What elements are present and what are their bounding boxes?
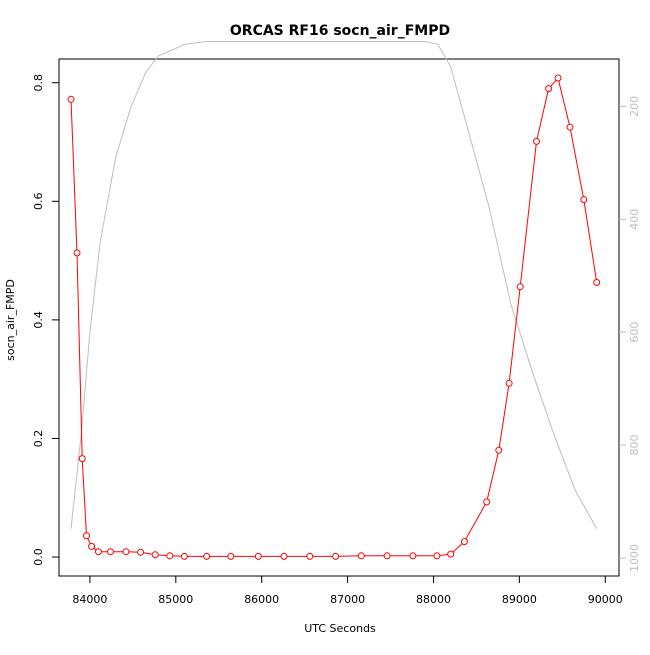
- x-tick-label: 88000: [416, 593, 451, 606]
- series-layer: [67, 41, 601, 560]
- data-point: [495, 446, 503, 454]
- right-tick-label: 200: [628, 96, 641, 117]
- data-point: [254, 552, 262, 560]
- data-point: [227, 552, 235, 560]
- x-tick-label: 85000: [158, 593, 193, 606]
- right-tick-label: 800: [628, 435, 641, 456]
- data-point: [332, 552, 340, 560]
- data-point: [95, 548, 102, 556]
- data-point: [566, 123, 574, 131]
- data-point: [554, 74, 562, 82]
- x-tick-label: 86000: [244, 593, 279, 606]
- data-point: [67, 95, 75, 103]
- y-tick-label: 0.6: [32, 193, 45, 211]
- data-point: [409, 552, 417, 560]
- x-axis-ticks: 84000 85000 86000 87000 88000 89000 90000: [72, 576, 623, 606]
- x-tick-label: 90000: [588, 593, 623, 606]
- right-tick-label: 600: [628, 322, 641, 343]
- chart-title: ORCAS RF16 socn_air_FMPD: [230, 23, 450, 39]
- y-tick-label: 0.4: [32, 311, 45, 329]
- y-tick-label: 0.0: [32, 548, 45, 566]
- data-point: [460, 538, 468, 546]
- right-axis-ticks: 200 400 600 800 1000: [619, 96, 641, 572]
- right-axis-series-line: [70, 41, 598, 529]
- data-point: [516, 283, 524, 291]
- y-tick-label: 0.8: [32, 74, 45, 92]
- y-axis-label: socn_air_FMPD: [4, 279, 17, 361]
- data-point: [180, 552, 188, 560]
- right-tick-label: 1000: [628, 544, 641, 572]
- right-tick-label: 400: [628, 209, 641, 230]
- data-point: [122, 548, 130, 556]
- data-point: [280, 552, 288, 560]
- data-point: [306, 552, 314, 560]
- data-point: [151, 551, 159, 559]
- y-axis-ticks: 0.0 0.2 0.4 0.6 0.8: [32, 74, 59, 566]
- data-point: [137, 548, 145, 556]
- x-tick-label: 87000: [330, 593, 365, 606]
- data-point: [593, 279, 601, 286]
- data-point: [73, 249, 81, 257]
- data-point: [580, 196, 588, 203]
- data-point: [203, 552, 211, 560]
- data-point: [533, 137, 540, 145]
- data-point: [88, 542, 96, 550]
- data-point: [166, 552, 174, 560]
- y-tick-label: 0.2: [32, 430, 45, 448]
- x-axis-label: UTC Seconds: [304, 622, 376, 635]
- data-point: [447, 550, 455, 558]
- data-point: [383, 552, 391, 560]
- data-point: [483, 498, 491, 506]
- x-tick-label: 84000: [72, 593, 107, 606]
- data-point: [78, 455, 86, 463]
- data-point: [433, 552, 441, 560]
- x-tick-label: 89000: [502, 593, 537, 606]
- plot-frame: [58, 58, 620, 577]
- data-point: [83, 532, 90, 540]
- data-point: [545, 85, 553, 93]
- data-point: [357, 552, 365, 560]
- data-point: [505, 379, 513, 387]
- series-line: [70, 76, 598, 557]
- data-point: [107, 548, 114, 556]
